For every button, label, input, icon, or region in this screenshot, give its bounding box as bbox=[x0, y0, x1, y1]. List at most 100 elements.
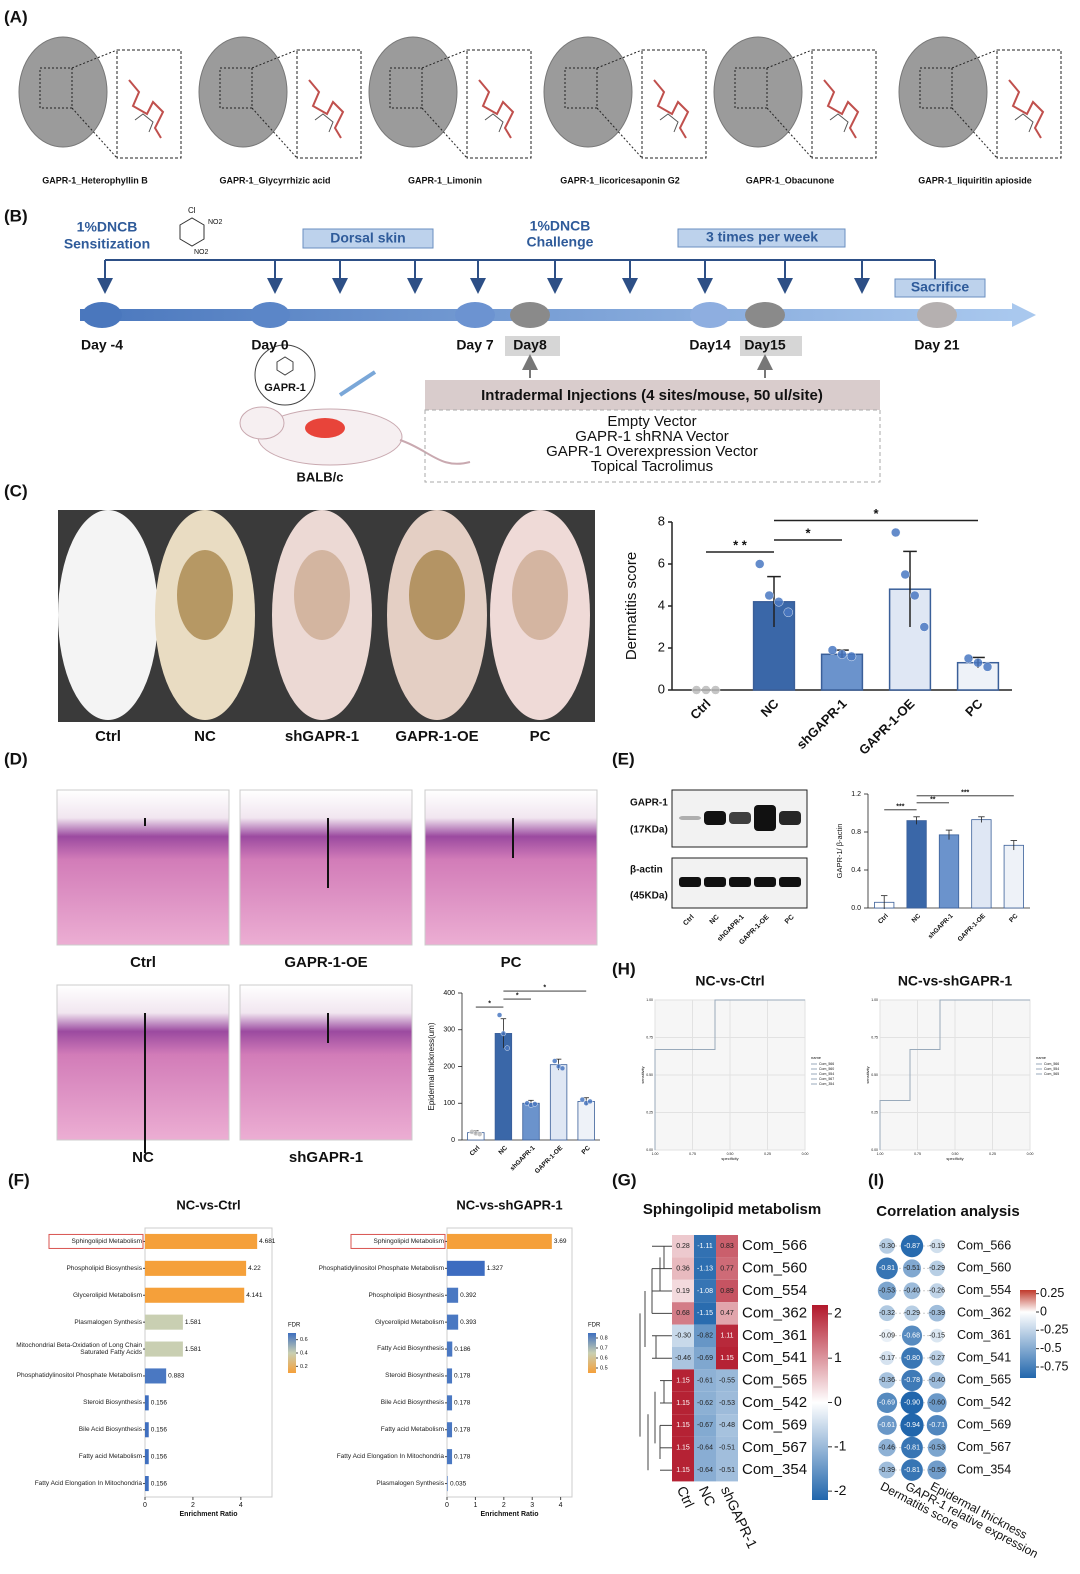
heatmap-cell bbox=[716, 1257, 738, 1280]
category-label: Plasmalogen Synthesis bbox=[376, 1480, 444, 1487]
cell-label: -0.46 bbox=[879, 1444, 895, 1451]
cell-label: 0.36 bbox=[676, 1265, 690, 1272]
category-label: Steroid Biosynthesis bbox=[385, 1372, 444, 1379]
band bbox=[679, 816, 701, 820]
mouse bbox=[58, 510, 158, 720]
legend-tick-label: 0.5 bbox=[600, 1365, 608, 1371]
photo-label: PC bbox=[530, 728, 551, 745]
colorbar-label: 0.25 bbox=[1040, 1286, 1064, 1300]
cell-label: -0.82 bbox=[697, 1333, 713, 1340]
y-tick-label: 0.00 bbox=[871, 1148, 878, 1152]
row-label: Com_541 bbox=[742, 1349, 807, 1366]
chart-title: Correlation analysis bbox=[876, 1203, 1019, 1220]
category-label: Sphingolipid Metabolism bbox=[374, 1238, 444, 1245]
data-point bbox=[900, 569, 910, 580]
x-tick-label: 0.25 bbox=[989, 1152, 996, 1156]
heatmap-cell bbox=[694, 1436, 716, 1459]
correlation-circle bbox=[879, 1305, 895, 1322]
value-label: 3.69 bbox=[554, 1238, 567, 1245]
value-label: 0.186 bbox=[454, 1346, 471, 1353]
data-point bbox=[500, 1030, 507, 1037]
chem-ring bbox=[179, 217, 205, 247]
timeline-text: 1%DNCB Sensitization Cl NO2 NO2 Dorsal s… bbox=[64, 206, 970, 484]
legend-title: name bbox=[811, 1055, 822, 1060]
heatmap-cell bbox=[694, 1369, 716, 1392]
x-tick-label: 0 bbox=[445, 1502, 449, 1509]
cell-label: 0.77 bbox=[720, 1265, 734, 1272]
row-label: Com_560 bbox=[957, 1261, 1011, 1275]
cell-label: -0.29 bbox=[904, 1310, 920, 1317]
lesion bbox=[177, 550, 233, 640]
category-label: Mitochondrial Beta-Oxidation of Long Cha… bbox=[16, 1342, 142, 1356]
ligand bbox=[1008, 79, 1045, 139]
photo-label: NC bbox=[194, 728, 216, 745]
lesion bbox=[409, 550, 465, 640]
heatmap-cell bbox=[716, 1302, 738, 1325]
x-axis-label: Enrichment Ratio bbox=[180, 1511, 238, 1518]
x-tick-label: PC bbox=[962, 696, 986, 720]
cell-label: -0.15 bbox=[929, 1332, 945, 1339]
correlation-circle bbox=[927, 1393, 947, 1413]
bar bbox=[145, 1260, 247, 1276]
mouse-tail bbox=[399, 439, 471, 465]
zoom-link bbox=[951, 49, 998, 69]
value-label: 0.035 bbox=[450, 1480, 467, 1487]
panel-label: (D) bbox=[4, 749, 28, 768]
skin-lesion bbox=[305, 418, 345, 438]
y-tick-label: 2 bbox=[658, 639, 665, 654]
colorbar-label: -2 bbox=[834, 1482, 847, 1498]
bar bbox=[447, 1314, 459, 1330]
colorbar-label: 0 bbox=[1040, 1304, 1047, 1318]
cell-label: -0.81 bbox=[879, 1265, 895, 1272]
zoom-region bbox=[389, 67, 423, 109]
bar bbox=[522, 1102, 540, 1141]
heatmap-cell bbox=[694, 1347, 716, 1370]
cell-label: -0.61 bbox=[697, 1377, 713, 1384]
day-highlight bbox=[740, 336, 802, 356]
value-label: 0.178 bbox=[454, 1400, 471, 1407]
x-tick-label: 2 bbox=[191, 1502, 195, 1509]
data-point bbox=[476, 1131, 483, 1137]
heatmap-cell bbox=[716, 1369, 738, 1392]
correlation-circle bbox=[877, 1281, 897, 1300]
correlation-circle bbox=[878, 1372, 896, 1389]
correlation-circle bbox=[900, 1391, 924, 1415]
row-label: Com_560 bbox=[742, 1260, 807, 1277]
colorbar-label: 0 bbox=[834, 1393, 842, 1409]
heatmap-cell bbox=[672, 1459, 694, 1482]
value-label: 4.141 bbox=[246, 1292, 263, 1299]
dorsal: Dorsal skin bbox=[330, 230, 405, 246]
correlation-circle bbox=[900, 1234, 924, 1258]
row-label: Com_542 bbox=[742, 1394, 807, 1411]
y-tick-label: 100 bbox=[443, 1100, 455, 1107]
bar bbox=[906, 820, 927, 909]
category-text: Phosphatidylinositol Phosphate Metabolis… bbox=[16, 1372, 142, 1380]
colorbar-label: 2 bbox=[834, 1305, 842, 1321]
panel-label: (H) bbox=[612, 959, 636, 978]
histology-image bbox=[239, 789, 413, 946]
vector-label: GAPR-1 bbox=[264, 382, 306, 394]
y-tick-label: 0.8 bbox=[851, 829, 861, 836]
cell-label: -0.58 bbox=[929, 1467, 945, 1474]
bar bbox=[447, 1395, 453, 1411]
legend-label: Com_566 bbox=[1044, 1062, 1059, 1066]
frequency-box bbox=[677, 228, 846, 248]
correlation-circle bbox=[876, 1392, 898, 1413]
cell-label: -0.80 bbox=[904, 1355, 920, 1362]
photo-label: shGAPR-1 bbox=[285, 728, 359, 745]
category-label: Fatty acid Metabolism bbox=[381, 1426, 444, 1433]
cell-label: -0.53 bbox=[879, 1288, 895, 1295]
histology-label: Ctrl bbox=[130, 954, 156, 971]
day-label: Day 7 bbox=[456, 337, 494, 353]
significance-label: ** bbox=[930, 796, 936, 803]
significance-label: * bbox=[873, 506, 879, 521]
correlation-circle bbox=[878, 1461, 896, 1479]
cell-label: -0.90 bbox=[904, 1400, 920, 1407]
y-tick-label: 0.00 bbox=[646, 1148, 653, 1152]
legend-gradient bbox=[588, 1333, 596, 1373]
ligand bbox=[478, 79, 515, 139]
legend-tick-label: 0.8 bbox=[600, 1335, 608, 1341]
zoom-link bbox=[71, 49, 118, 69]
correlation-circle bbox=[928, 1372, 946, 1389]
band-label: β-actin bbox=[630, 865, 663, 876]
